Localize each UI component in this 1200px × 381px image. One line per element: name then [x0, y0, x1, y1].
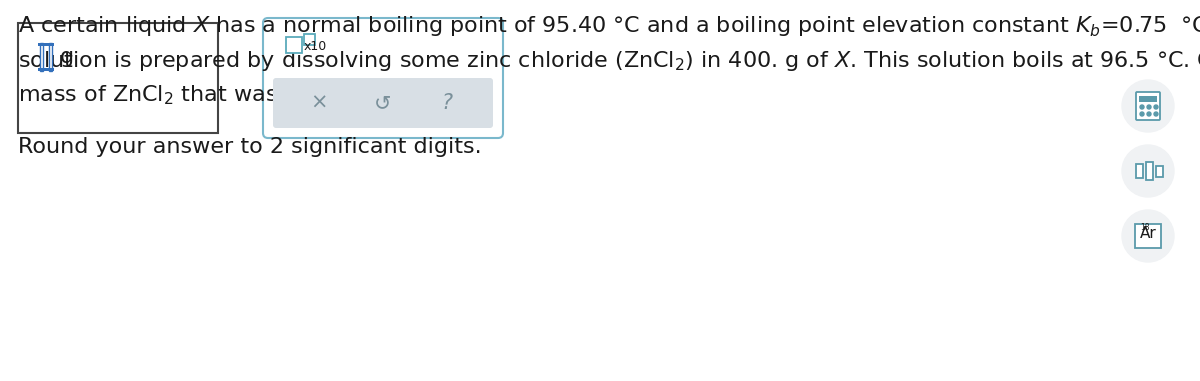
FancyBboxPatch shape	[274, 78, 493, 128]
Circle shape	[1122, 145, 1174, 197]
FancyBboxPatch shape	[1136, 92, 1160, 120]
Bar	[18, 23, 218, 133]
Bar	[49, 43, 52, 71]
Text: solution is prepared by dissolving some zinc chloride (ZnCl$_{2}$) in 400. g of : solution is prepared by dissolving some …	[18, 49, 1200, 73]
Bar	[1156, 165, 1163, 176]
FancyBboxPatch shape	[263, 18, 503, 138]
Bar	[38, 43, 54, 46]
Circle shape	[1122, 210, 1174, 262]
Text: ×: ×	[310, 93, 328, 113]
Bar	[1136, 164, 1142, 178]
Bar	[1146, 162, 1153, 180]
Bar	[40, 43, 43, 71]
Circle shape	[1122, 80, 1174, 132]
Bar	[304, 34, 314, 45]
Bar	[1139, 96, 1157, 102]
Circle shape	[1147, 105, 1151, 109]
Text: 18: 18	[1140, 223, 1150, 232]
Text: x10: x10	[304, 40, 328, 53]
Text: ?: ?	[442, 93, 452, 113]
Circle shape	[1140, 105, 1144, 109]
FancyBboxPatch shape	[1135, 224, 1162, 248]
Text: Round your answer to 2 significant digits.: Round your answer to 2 significant digit…	[18, 137, 481, 157]
Text: Ar: Ar	[1140, 226, 1157, 242]
Circle shape	[1154, 105, 1158, 109]
Circle shape	[1154, 112, 1158, 116]
Circle shape	[1140, 112, 1144, 116]
Bar	[38, 68, 54, 71]
Text: g: g	[60, 47, 74, 67]
Text: A certain liquid $\mathit{X}$ has a normal boiling point of 95.40 °C and a boili: A certain liquid $\mathit{X}$ has a norm…	[18, 11, 1200, 40]
Bar	[286, 37, 302, 53]
Circle shape	[1147, 112, 1151, 116]
Text: ↺: ↺	[374, 93, 391, 113]
Text: mass of ZnCl$_{2}$ that was dissolved.: mass of ZnCl$_{2}$ that was dissolved.	[18, 83, 395, 107]
